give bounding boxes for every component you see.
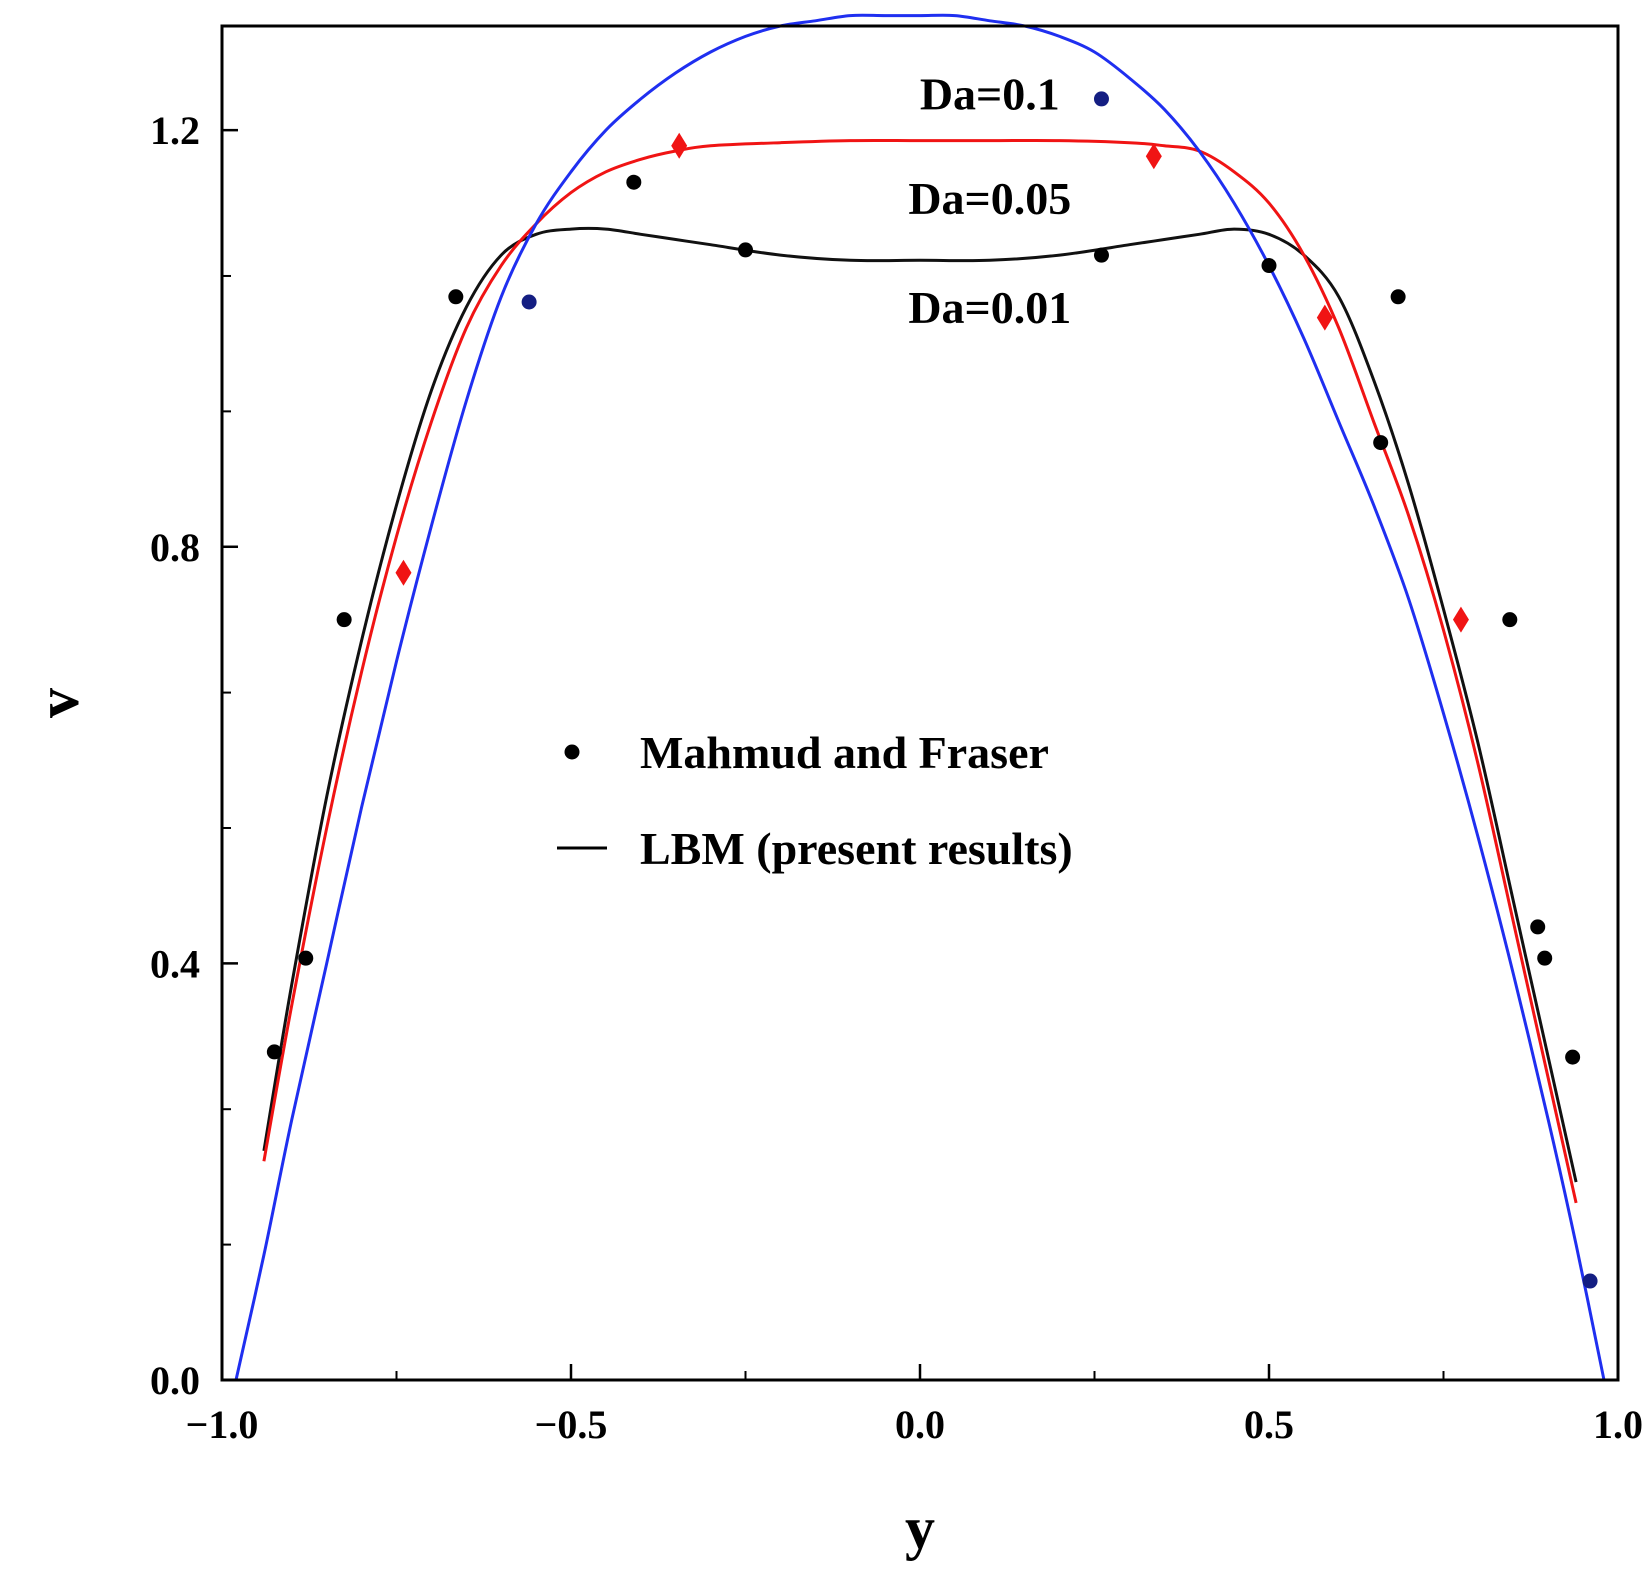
data-point-da-0-01 <box>1261 258 1277 274</box>
data-points <box>266 91 1598 1289</box>
series-annotations: Da=0.1 Da=0.05 Da=0.01 <box>908 69 1071 334</box>
data-point-da-0-1 <box>521 294 537 310</box>
x-tick-label: 0.5 <box>1244 1402 1294 1447</box>
x-tick-label: 0.0 <box>895 1402 945 1447</box>
y-tick-label: 0.4 <box>150 941 200 986</box>
data-point-da-0-05 <box>1145 143 1162 170</box>
x-tick-label: −0.5 <box>535 1402 608 1447</box>
data-point-da-0-01 <box>1373 435 1389 451</box>
x-tick-label: 1.0 <box>1593 1402 1643 1447</box>
series-lines <box>234 13 1606 1381</box>
data-point-da-0-01 <box>1565 1049 1581 1065</box>
data-point-da-0-01 <box>738 242 753 258</box>
data-point-da-0-05 <box>1316 304 1333 331</box>
legend-label: LBM (present results) <box>640 823 1073 874</box>
y-axis-title: v <box>25 688 91 718</box>
data-point-da-0-01 <box>298 950 314 966</box>
data-point-da-0-01 <box>1537 950 1553 966</box>
annotation-da-0-01: Da=0.01 <box>908 282 1071 333</box>
data-point-da-0-05 <box>395 559 412 586</box>
y-tick-label: 1.2 <box>150 108 200 153</box>
plot-frame <box>220 24 1620 1382</box>
data-point-da-0-01 <box>266 1044 282 1060</box>
y-tick-label: 0.0 <box>150 1358 200 1403</box>
data-point-da-0-01 <box>1390 289 1406 305</box>
data-point-da-0-05 <box>1452 606 1469 633</box>
data-point-da-0-01 <box>1530 919 1546 935</box>
x-tick-label: −1.0 <box>186 1402 259 1447</box>
data-point-da-0-1 <box>1582 1273 1598 1289</box>
legend-label: Mahmud and Fraser <box>640 727 1049 778</box>
y-tick-label: 0.8 <box>150 525 200 570</box>
data-point-da-0-01 <box>448 289 464 305</box>
data-point-da-0-01 <box>1093 247 1109 263</box>
tick-labels: −1.0 −0.5 0.0 0.5 1.0 0.0 0.4 0.8 1.2 <box>150 108 1643 1447</box>
data-point-da-0-01 <box>336 612 352 628</box>
data-point-da-0-05 <box>671 132 688 159</box>
annotation-da-0-1: Da=0.1 <box>920 69 1060 120</box>
legend: Mahmud and Fraser LBM (present results) <box>557 727 1073 874</box>
series-line-da-0-05 <box>262 138 1578 1204</box>
data-point-da-0-01 <box>1502 612 1518 628</box>
data-point-da-0-01 <box>626 174 642 190</box>
legend-marker-circle <box>564 744 580 760</box>
x-axis-title: y <box>905 1495 935 1561</box>
annotation-da-0-05: Da=0.05 <box>908 173 1071 224</box>
series-line-da-0-01 <box>262 226 1578 1183</box>
data-point-da-0-1 <box>1093 91 1109 107</box>
series-line-da-0-1 <box>234 13 1606 1381</box>
